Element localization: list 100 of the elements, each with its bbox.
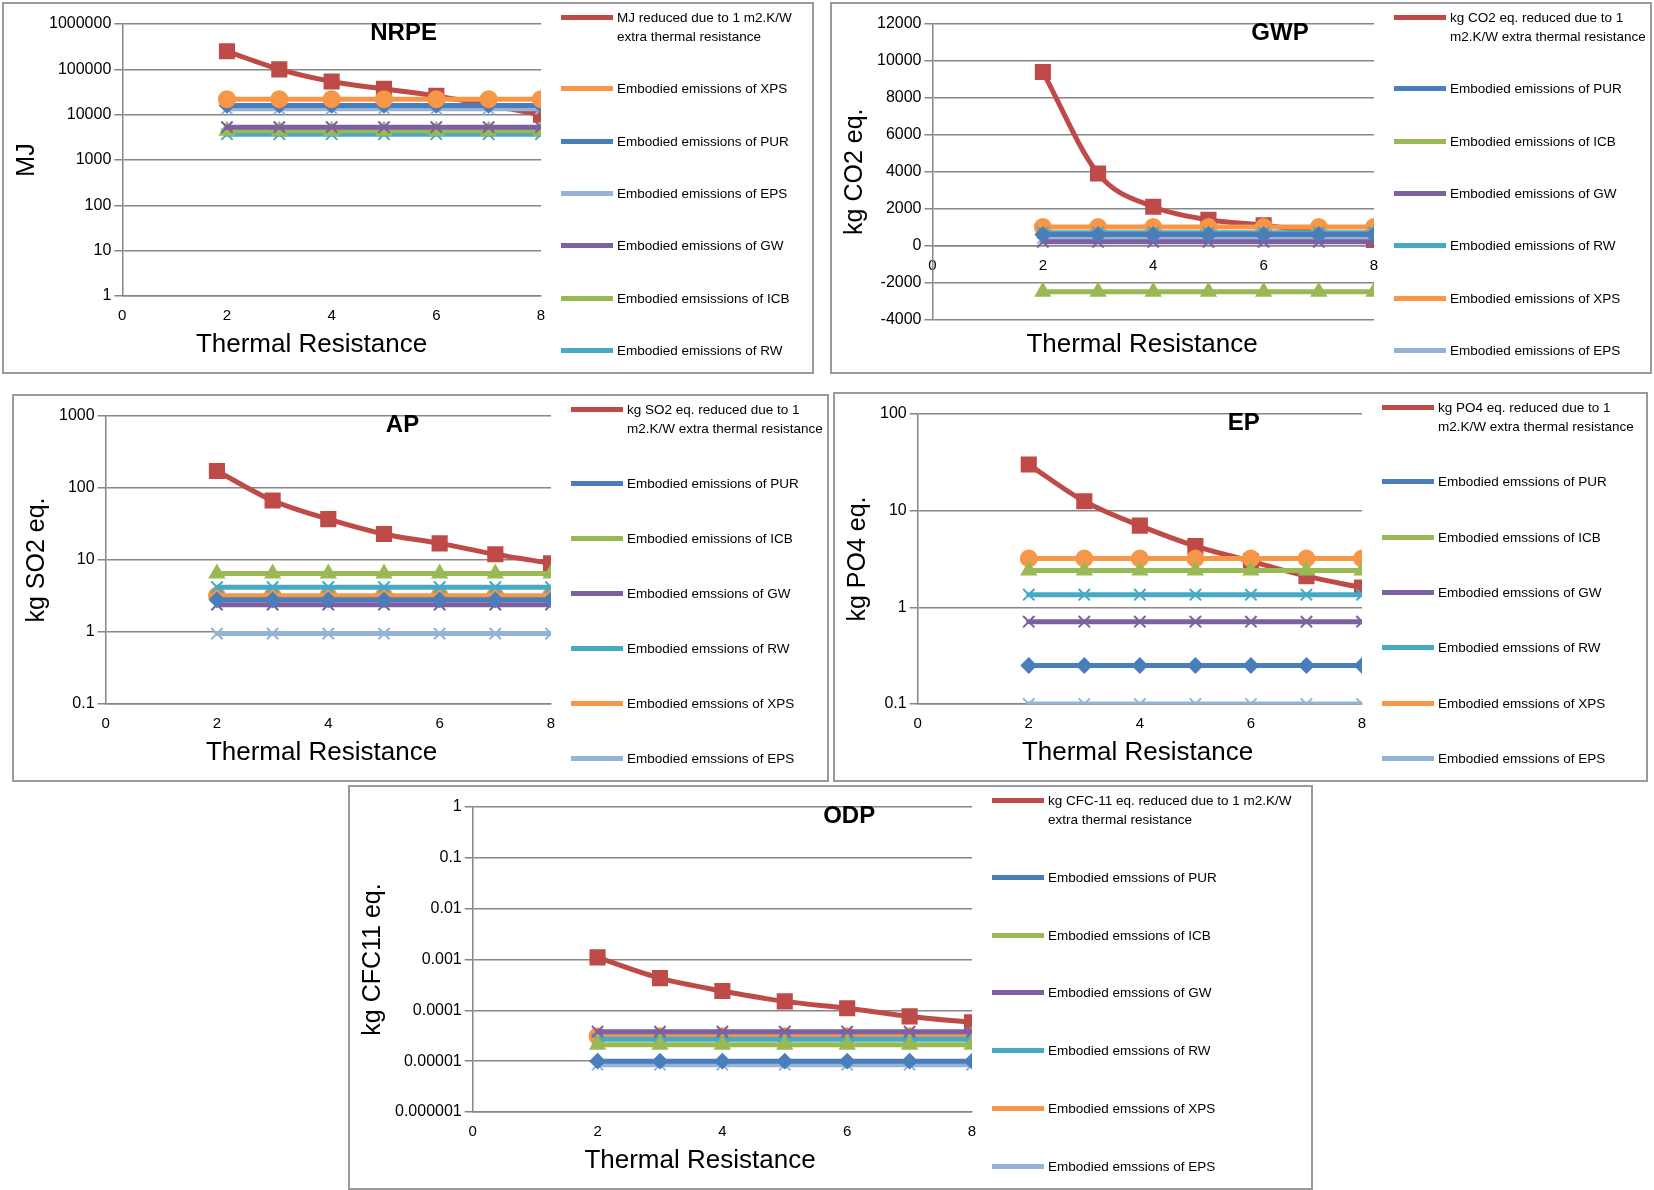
legend-label: Embodied emssions of GW	[1048, 984, 1212, 1003]
legend-label: Embodied emssions of PUR	[1438, 473, 1607, 492]
y-tick-label: 100	[879, 404, 907, 422]
y-tick-label: -2000	[880, 272, 922, 290]
legend-label: Embodied emissions of EPS	[1450, 341, 1621, 360]
chart-title: EP	[1226, 408, 1261, 436]
y-tick-label: 0.1	[884, 694, 907, 712]
legend-label: kg PO4 eq. reduced due to 1 m2.K/W extra thermal resistance	[1438, 399, 1635, 436]
legend-label: Embodied emissions of XPS	[1450, 289, 1621, 308]
x-tick-label: 4	[327, 306, 336, 324]
y-tick-label: 1000	[59, 406, 95, 424]
x-tick-label: 6	[1259, 255, 1268, 273]
x-axis-title: Thermal Resistance	[583, 1144, 817, 1175]
y-tick-label: 100	[84, 195, 112, 213]
chart-title: ODP	[822, 801, 877, 829]
x-tick-label: 0	[468, 1122, 477, 1140]
legend-label: Embodied emssions of ICB	[1438, 528, 1601, 547]
x-tick-label: 2	[212, 714, 222, 732]
y-tick-label: 0.000001	[395, 1102, 462, 1120]
y-tick-label: 0.1	[439, 848, 462, 866]
x-tick-label: 6	[435, 714, 444, 732]
y-tick-label: 1	[897, 597, 907, 615]
y-tick-label: 0.00001	[403, 1051, 462, 1069]
legend-label: Embodied emssions of XPS	[1048, 1100, 1216, 1119]
legend-label: Embodied emissions of ICB	[627, 530, 793, 548]
legend-label: Embodied emissions of RW	[617, 341, 783, 360]
legend-label: Embodied emssions of GW	[627, 585, 791, 603]
x-tick-label: 2	[593, 1122, 602, 1140]
y-axis-title: kg PO4 eq.	[841, 496, 870, 622]
legend-label: Embodied emssions of ICB	[1048, 926, 1211, 945]
x-axis-title: Thermal Resistance	[194, 328, 429, 359]
x-tick-label: 8	[1357, 714, 1367, 732]
legend-label: MJ reduced due to 1 m2.K/W extra thermal resistance	[617, 9, 793, 46]
y-tick-label: 10	[76, 550, 95, 568]
y-axis-title: kg CFC11 eq.	[356, 883, 385, 1036]
x-tick-label: 6	[1246, 714, 1256, 732]
x-tick-label: 6	[432, 306, 441, 324]
x-tick-label: 2	[1024, 714, 1033, 732]
legend-label: Embodied emissions of XPS	[617, 80, 788, 99]
y-tick-label: 0	[912, 235, 922, 253]
x-tick-label: 8	[546, 714, 556, 732]
x-tick-label: 8	[967, 1122, 977, 1140]
legend-label: Embodied emssions of RW	[1048, 1042, 1211, 1061]
x-tick-label: 2	[1038, 255, 1048, 273]
y-tick-label: 2000	[885, 199, 922, 217]
x-tick-label: 4	[718, 1122, 727, 1140]
y-tick-label: 0.0001	[412, 1000, 462, 1018]
y-tick-label: 0.01	[430, 899, 462, 917]
x-tick-label: 6	[843, 1122, 852, 1140]
legend-label: Embodied emissions of PUR	[627, 475, 799, 493]
legend-label: Embodied emssions of RW	[627, 640, 790, 658]
y-tick-label: 100000	[57, 59, 112, 77]
y-tick-label: 1000	[75, 150, 112, 168]
y-tick-label: 1	[452, 797, 462, 815]
legend-label: Embodied emssions of EPS	[627, 750, 795, 768]
y-tick-label: 1	[85, 622, 95, 640]
x-axis-title: Thermal Resistance	[1020, 736, 1255, 767]
y-tick-label: 10000	[66, 105, 112, 123]
y-axis-title: kg SO2 eq.	[20, 497, 49, 623]
y-tick-label: -4000	[880, 309, 922, 327]
y-tick-label: 4000	[885, 162, 922, 180]
chart-title: AP	[384, 410, 421, 438]
legend-label: Embodied emssions of RW	[1438, 639, 1601, 658]
chart-title: NRPE	[369, 18, 438, 46]
x-tick-label: 4	[1149, 255, 1158, 273]
y-axis-title: MJ	[10, 143, 39, 177]
legend-label: Embodied emssions of EPS	[1048, 1157, 1216, 1176]
x-tick-label: 4	[1135, 714, 1145, 732]
y-tick-label: 1000000	[48, 14, 112, 32]
legend-label: Embodied emissions of PUR	[1450, 80, 1622, 99]
legend-label: Embodied emsissions of ICB	[617, 289, 790, 308]
y-tick-label: 6000	[885, 125, 922, 143]
legend-label: Embodied emissions of GW	[1450, 185, 1617, 203]
legend-label: kg CFC-11 eq. reduced due to 1 m2.K/W extra thermal resistance	[1048, 792, 1293, 829]
legend-label: Embodied emissions of GW	[617, 237, 784, 256]
legend-label: Embodied emssions of XPS	[627, 695, 795, 713]
legend-label: Embodied emissions of PUR	[617, 132, 789, 151]
y-tick-label: 100	[67, 478, 95, 496]
x-tick-label: 0	[118, 306, 127, 324]
x-tick-label: 8	[536, 306, 546, 324]
y-tick-label: 0.001	[421, 949, 462, 967]
x-axis-title: Thermal Resistance	[1025, 328, 1259, 359]
y-tick-label: 12000	[876, 14, 922, 32]
legend-label: Embodied emssions of GW	[1438, 584, 1602, 602]
y-axis-title: kg CO2 eq.	[838, 108, 867, 235]
legend-label: Embodied emissions of EPS	[617, 185, 788, 203]
legend-label: Embodied emssions of PUR	[1048, 868, 1217, 887]
legend-label: kg SO2 eq. reduced due to 1 m2.K/W extra thermal resistance	[627, 401, 823, 438]
y-tick-label: 10000	[876, 51, 922, 69]
x-axis-title: Thermal Resistance	[204, 736, 439, 767]
x-tick-label: 4	[324, 714, 333, 732]
chart-title: GWP	[1250, 18, 1310, 46]
y-tick-label: 8000	[885, 88, 922, 106]
x-tick-label: 2	[222, 306, 232, 324]
y-tick-label: 10	[888, 501, 907, 519]
legend-label: Embodied emissions of ICB	[1450, 132, 1616, 151]
y-tick-label: 1	[102, 286, 112, 304]
x-tick-label: 8	[1369, 255, 1379, 273]
legend-label: Embodied emissions of RW	[1450, 237, 1616, 256]
legend-label: Embodied emssions of XPS	[1438, 694, 1606, 713]
